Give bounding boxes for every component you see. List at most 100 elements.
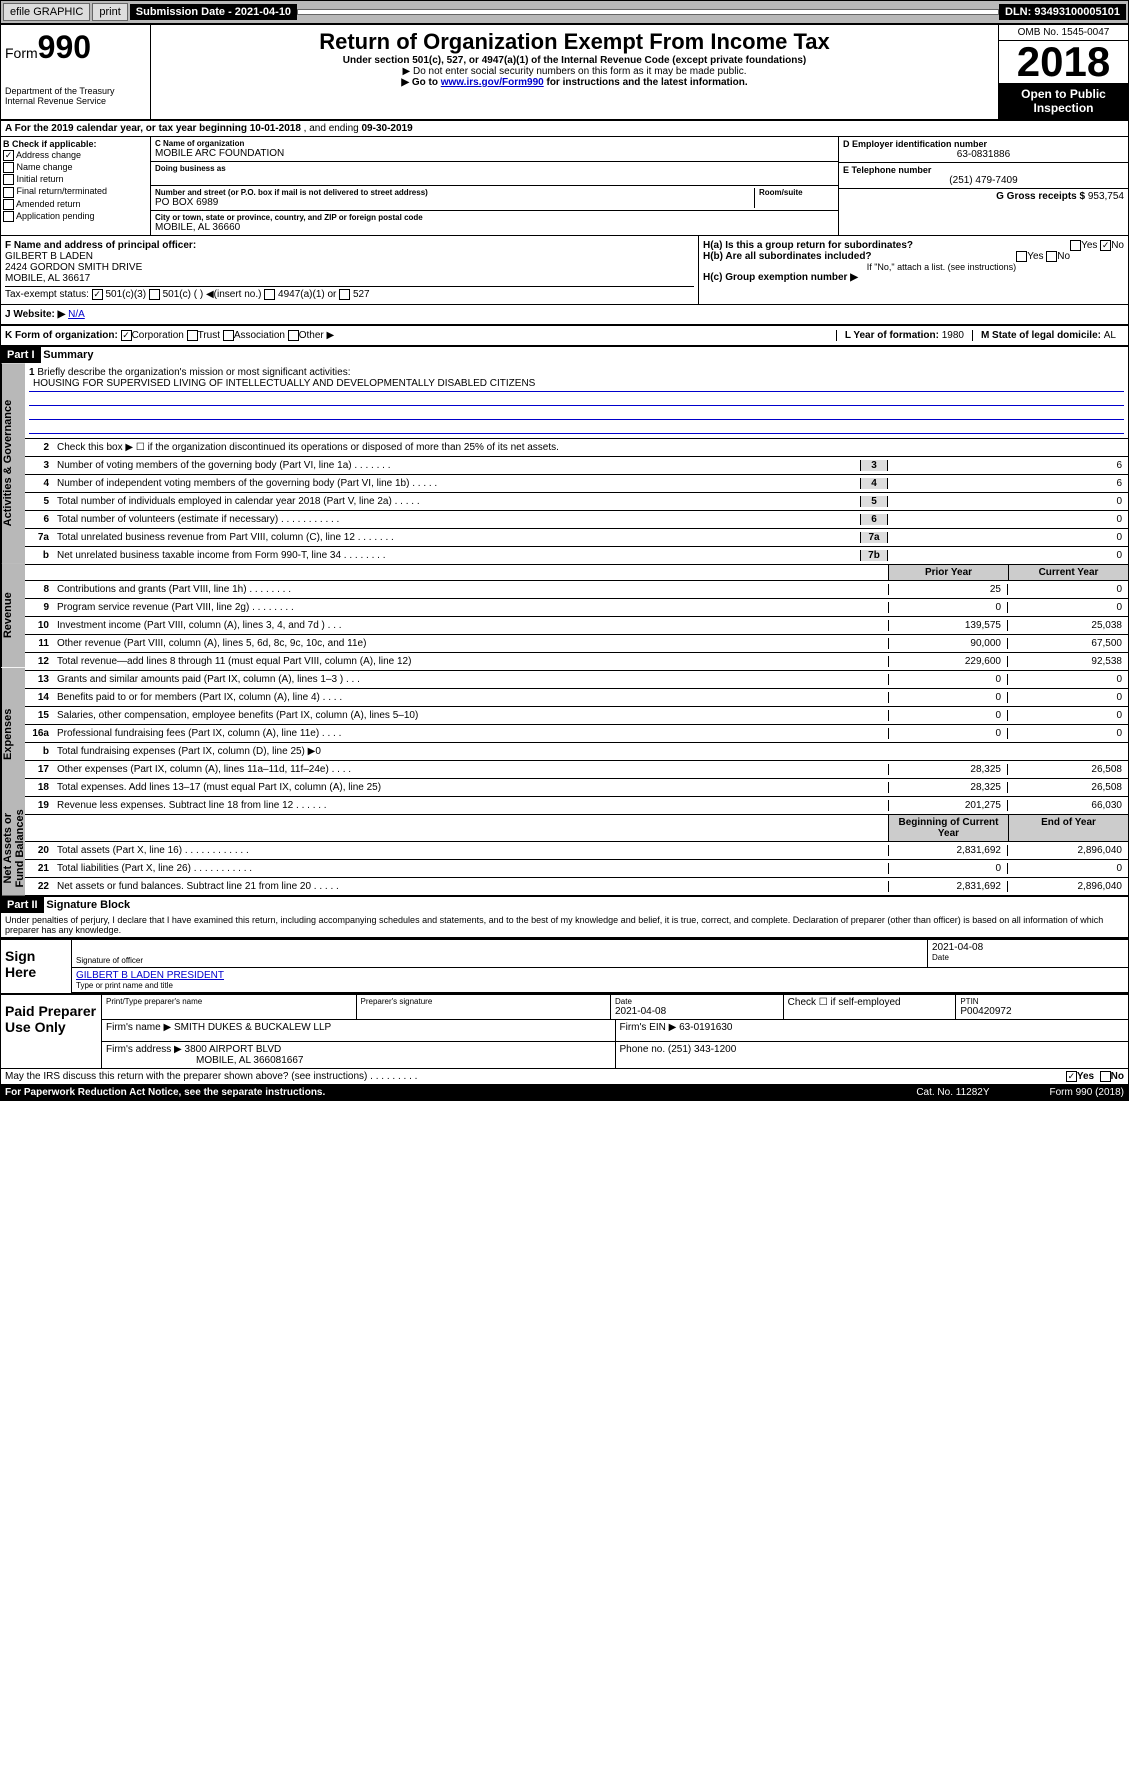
year-formation: L Year of formation: 1980 xyxy=(836,330,972,341)
chk-4947[interactable] xyxy=(264,289,275,300)
submission-label: Submission Date - 2021-04-10 xyxy=(130,4,297,20)
part1-body: Activities & Governance Revenue Expenses… xyxy=(1,363,1128,895)
summary-row: 14Benefits paid to or for members (Part … xyxy=(25,688,1128,706)
perjury-text: Under penalties of perjury, I declare th… xyxy=(1,913,1128,938)
org-name: MOBILE ARC FOUNDATION xyxy=(155,148,284,159)
tax-year: 2018 xyxy=(999,41,1128,83)
k-row: K Form of organization: ✓ Corporation Tr… xyxy=(1,326,1128,347)
part2-header: Part II Signature Block xyxy=(1,895,1128,913)
summary-row: 22Net assets or fund balances. Subtract … xyxy=(25,877,1128,895)
chk-527[interactable] xyxy=(339,289,350,300)
colb-item[interactable]: Amended return xyxy=(3,199,148,210)
sign-here-block: Sign Here Signature of officer 2021-04-0… xyxy=(1,938,1128,993)
hdr-prior-current: Prior YearCurrent Year xyxy=(25,564,1128,580)
sidetab-rev: Revenue xyxy=(1,563,25,667)
ha-yes[interactable] xyxy=(1070,240,1081,251)
open-public: Open to Public Inspection xyxy=(999,83,1128,119)
header-right: OMB No. 1545-0047 2018 Open to Public In… xyxy=(998,25,1128,119)
form-note1: ▶ Do not enter social security numbers o… xyxy=(155,66,994,77)
summary-row: 17Other expenses (Part IX, column (A), l… xyxy=(25,760,1128,778)
city-state-zip: MOBILE, AL 36660 xyxy=(155,222,240,233)
officer-name: GILBERT B LADEN xyxy=(5,251,694,262)
form-number: Form990 xyxy=(5,29,146,66)
print-button[interactable]: print xyxy=(92,3,127,21)
firm-phone: (251) 343-1200 xyxy=(668,1044,736,1055)
summary-row: 10Investment income (Part VIII, column (… xyxy=(25,616,1128,634)
summary-row: 18Total expenses. Add lines 13–17 (must … xyxy=(25,778,1128,796)
colb-item[interactable]: Application pending xyxy=(3,211,148,222)
fj-left: F Name and address of principal officer:… xyxy=(1,236,698,304)
officer-name-title: GILBERT B LADEN PRESIDENT xyxy=(76,970,1124,981)
form-subtitle: Under section 501(c), 527, or 4947(a)(1)… xyxy=(155,55,994,66)
summary-row: bNet unrelated business taxable income f… xyxy=(25,546,1128,564)
form-container: Form990 Department of the Treasury Inter… xyxy=(0,24,1129,1101)
form-header: Form990 Department of the Treasury Inter… xyxy=(1,25,1128,121)
line1-mission: 1 Briefly describe the organization's mi… xyxy=(25,363,1128,438)
ha-no[interactable]: ✓ xyxy=(1100,240,1111,251)
chk-other[interactable] xyxy=(288,330,299,341)
summary-row: 5Total number of individuals employed in… xyxy=(25,492,1128,510)
chk-501c[interactable] xyxy=(149,289,160,300)
summary-row: 8Contributions and grants (Part VIII, li… xyxy=(25,580,1128,598)
header-left: Form990 Department of the Treasury Inter… xyxy=(1,25,151,119)
header-center: Return of Organization Exempt From Incom… xyxy=(151,25,998,119)
website-row: J Website: ▶ N/A xyxy=(1,305,1128,326)
col-c: C Name of organizationMOBILE ARC FOUNDAT… xyxy=(151,137,838,235)
paid-preparer-block: Paid Preparer Use Only Print/Type prepar… xyxy=(1,993,1128,1068)
section-a: B Check if applicable: ✓ Address change … xyxy=(1,137,1128,236)
street-address: PO BOX 6989 xyxy=(155,197,218,208)
dln-label: DLN: 93493100005101 xyxy=(999,4,1126,20)
officer-addr1: 2424 GORDON SMITH DRIVE xyxy=(5,262,694,273)
sidetab-gov: Activities & Governance xyxy=(1,363,25,563)
discuss-no[interactable] xyxy=(1100,1071,1111,1082)
firm-addr: 3800 AIRPORT BLVD xyxy=(185,1044,282,1055)
ptin: P00420972 xyxy=(960,1006,1011,1017)
chk-assoc[interactable] xyxy=(223,330,234,341)
summary-row: 7aTotal unrelated business revenue from … xyxy=(25,528,1128,546)
summary-row: 11Other revenue (Part VIII, column (A), … xyxy=(25,634,1128,652)
officer-addr2: MOBILE, AL 36617 xyxy=(5,273,694,284)
summary-row: 4Number of independent voting members of… xyxy=(25,474,1128,492)
firm-ein: 63-0191630 xyxy=(679,1022,732,1033)
hb-no[interactable] xyxy=(1046,251,1057,262)
chk-corp[interactable]: ✓ xyxy=(121,330,132,341)
sidetab-net: Net Assets or Fund Balances xyxy=(1,801,25,896)
summary-row: 21Total liabilities (Part X, line 26) . … xyxy=(25,859,1128,877)
submission-spacer xyxy=(297,9,999,15)
discuss-yes[interactable]: ✓ xyxy=(1066,1071,1077,1082)
summary-row: 16aProfessional fundraising fees (Part I… xyxy=(25,724,1128,742)
summary-row: 19Revenue less expenses. Subtract line 1… xyxy=(25,796,1128,814)
website: N/A xyxy=(68,309,85,320)
dept-treasury: Department of the Treasury Internal Reve… xyxy=(5,86,146,106)
sidetab-exp: Expenses xyxy=(1,668,25,801)
efile-button[interactable]: efile GRAPHIC xyxy=(3,3,90,21)
chk-501c3[interactable]: ✓ xyxy=(92,289,103,300)
form-title: Return of Organization Exempt From Incom… xyxy=(155,29,994,55)
phone: (251) 479-7409 xyxy=(843,175,1124,186)
summary-row: 9Program service revenue (Part VIII, lin… xyxy=(25,598,1128,616)
colb-item[interactable]: ✓ Address change xyxy=(3,150,148,161)
top-toolbar: efile GRAPHIC print Submission Date - 20… xyxy=(0,0,1129,24)
colb-item[interactable]: Name change xyxy=(3,162,148,173)
chk-trust[interactable] xyxy=(187,330,198,341)
colb-item[interactable]: Final return/terminated xyxy=(3,186,148,197)
hb-yes[interactable] xyxy=(1016,251,1027,262)
firm-name: SMITH DUKES & BUCKALEW LLP xyxy=(174,1022,331,1033)
col-b-checkboxes: B Check if applicable: ✓ Address change … xyxy=(1,137,151,235)
irs-link[interactable]: www.irs.gov/Form990 xyxy=(441,77,544,88)
hdr-beg-end: Beginning of Current YearEnd of Year xyxy=(25,814,1128,841)
summary-row: 3Number of voting members of the governi… xyxy=(25,456,1128,474)
form-ref: Form 990 (2018) xyxy=(1050,1087,1124,1098)
form-note2: ▶ Go to www.irs.gov/Form990 for instruct… xyxy=(155,77,994,88)
fj-right: H(a) Is this a group return for subordin… xyxy=(698,236,1128,304)
summary-row: 12Total revenue—add lines 8 through 11 (… xyxy=(25,652,1128,670)
mission-text: HOUSING FOR SUPERVISED LIVING OF INTELLE… xyxy=(29,378,1124,392)
summary-row: 20Total assets (Part X, line 16) . . . .… xyxy=(25,841,1128,859)
colb-item[interactable]: Initial return xyxy=(3,174,148,185)
gross-receipts: 953,754 xyxy=(1088,191,1124,202)
summary-row: 6Total number of volunteers (estimate if… xyxy=(25,510,1128,528)
summary-row: bTotal fundraising expenses (Part IX, co… xyxy=(25,742,1128,760)
col-de: D Employer identification number63-08318… xyxy=(838,137,1128,235)
summary-row: 15Salaries, other compensation, employee… xyxy=(25,706,1128,724)
summary-row: 13Grants and similar amounts paid (Part … xyxy=(25,670,1128,688)
